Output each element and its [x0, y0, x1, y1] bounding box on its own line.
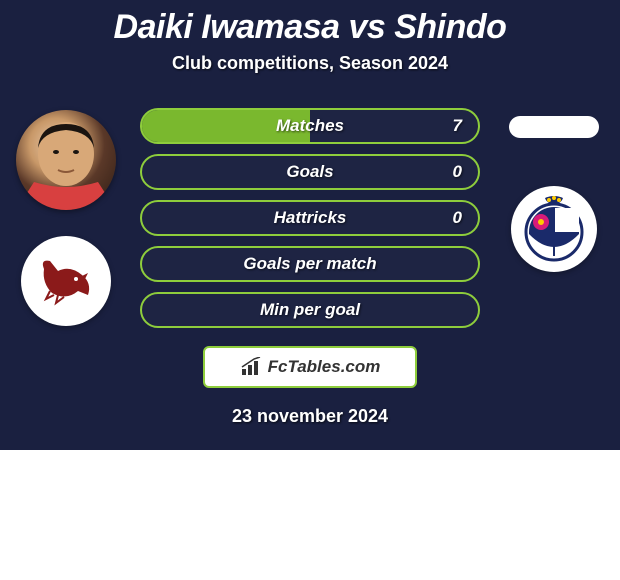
comparison-card: Daiki Iwamasa vs Shindo Club competition… [0, 0, 620, 580]
stat-label: Goals [142, 162, 478, 182]
card-inner: Daiki Iwamasa vs Shindo Club competition… [0, 0, 620, 450]
team-logo-right [511, 186, 597, 272]
right-column [494, 108, 614, 272]
content-row: Matches7Goals0Hattricks0Goals per matchM… [0, 108, 620, 338]
stat-value: 0 [453, 162, 462, 182]
stat-pill: Min per goal [140, 292, 480, 328]
crest-logo-icon [519, 194, 589, 264]
brand-text: FcTables.com [268, 357, 381, 377]
stat-pill: Hattricks0 [140, 200, 480, 236]
stat-label: Hattricks [142, 208, 478, 228]
stat-label: Matches [142, 116, 478, 136]
brand-badge: FcTables.com [203, 346, 417, 388]
player-photo-left [16, 110, 116, 210]
stat-pill: Goals0 [140, 154, 480, 190]
stat-label: Goals per match [142, 254, 478, 274]
bar-chart-icon [240, 357, 264, 377]
date-text: 23 november 2024 [232, 406, 388, 427]
stat-label: Min per goal [142, 300, 478, 320]
wolf-logo-icon [36, 251, 96, 311]
stat-pill: Matches7 [140, 108, 480, 144]
page-title: Daiki Iwamasa vs Shindo [0, 0, 620, 47]
team-logo-left [21, 236, 111, 326]
subtitle: Club competitions, Season 2024 [0, 53, 620, 74]
player-face-icon [16, 110, 116, 210]
stats-column: Matches7Goals0Hattricks0Goals per matchM… [126, 108, 494, 338]
stat-value: 7 [453, 116, 462, 136]
stat-value: 0 [453, 208, 462, 228]
left-column [6, 108, 126, 326]
player-photo-right-blank [509, 116, 599, 138]
stat-pill: Goals per match [140, 246, 480, 282]
